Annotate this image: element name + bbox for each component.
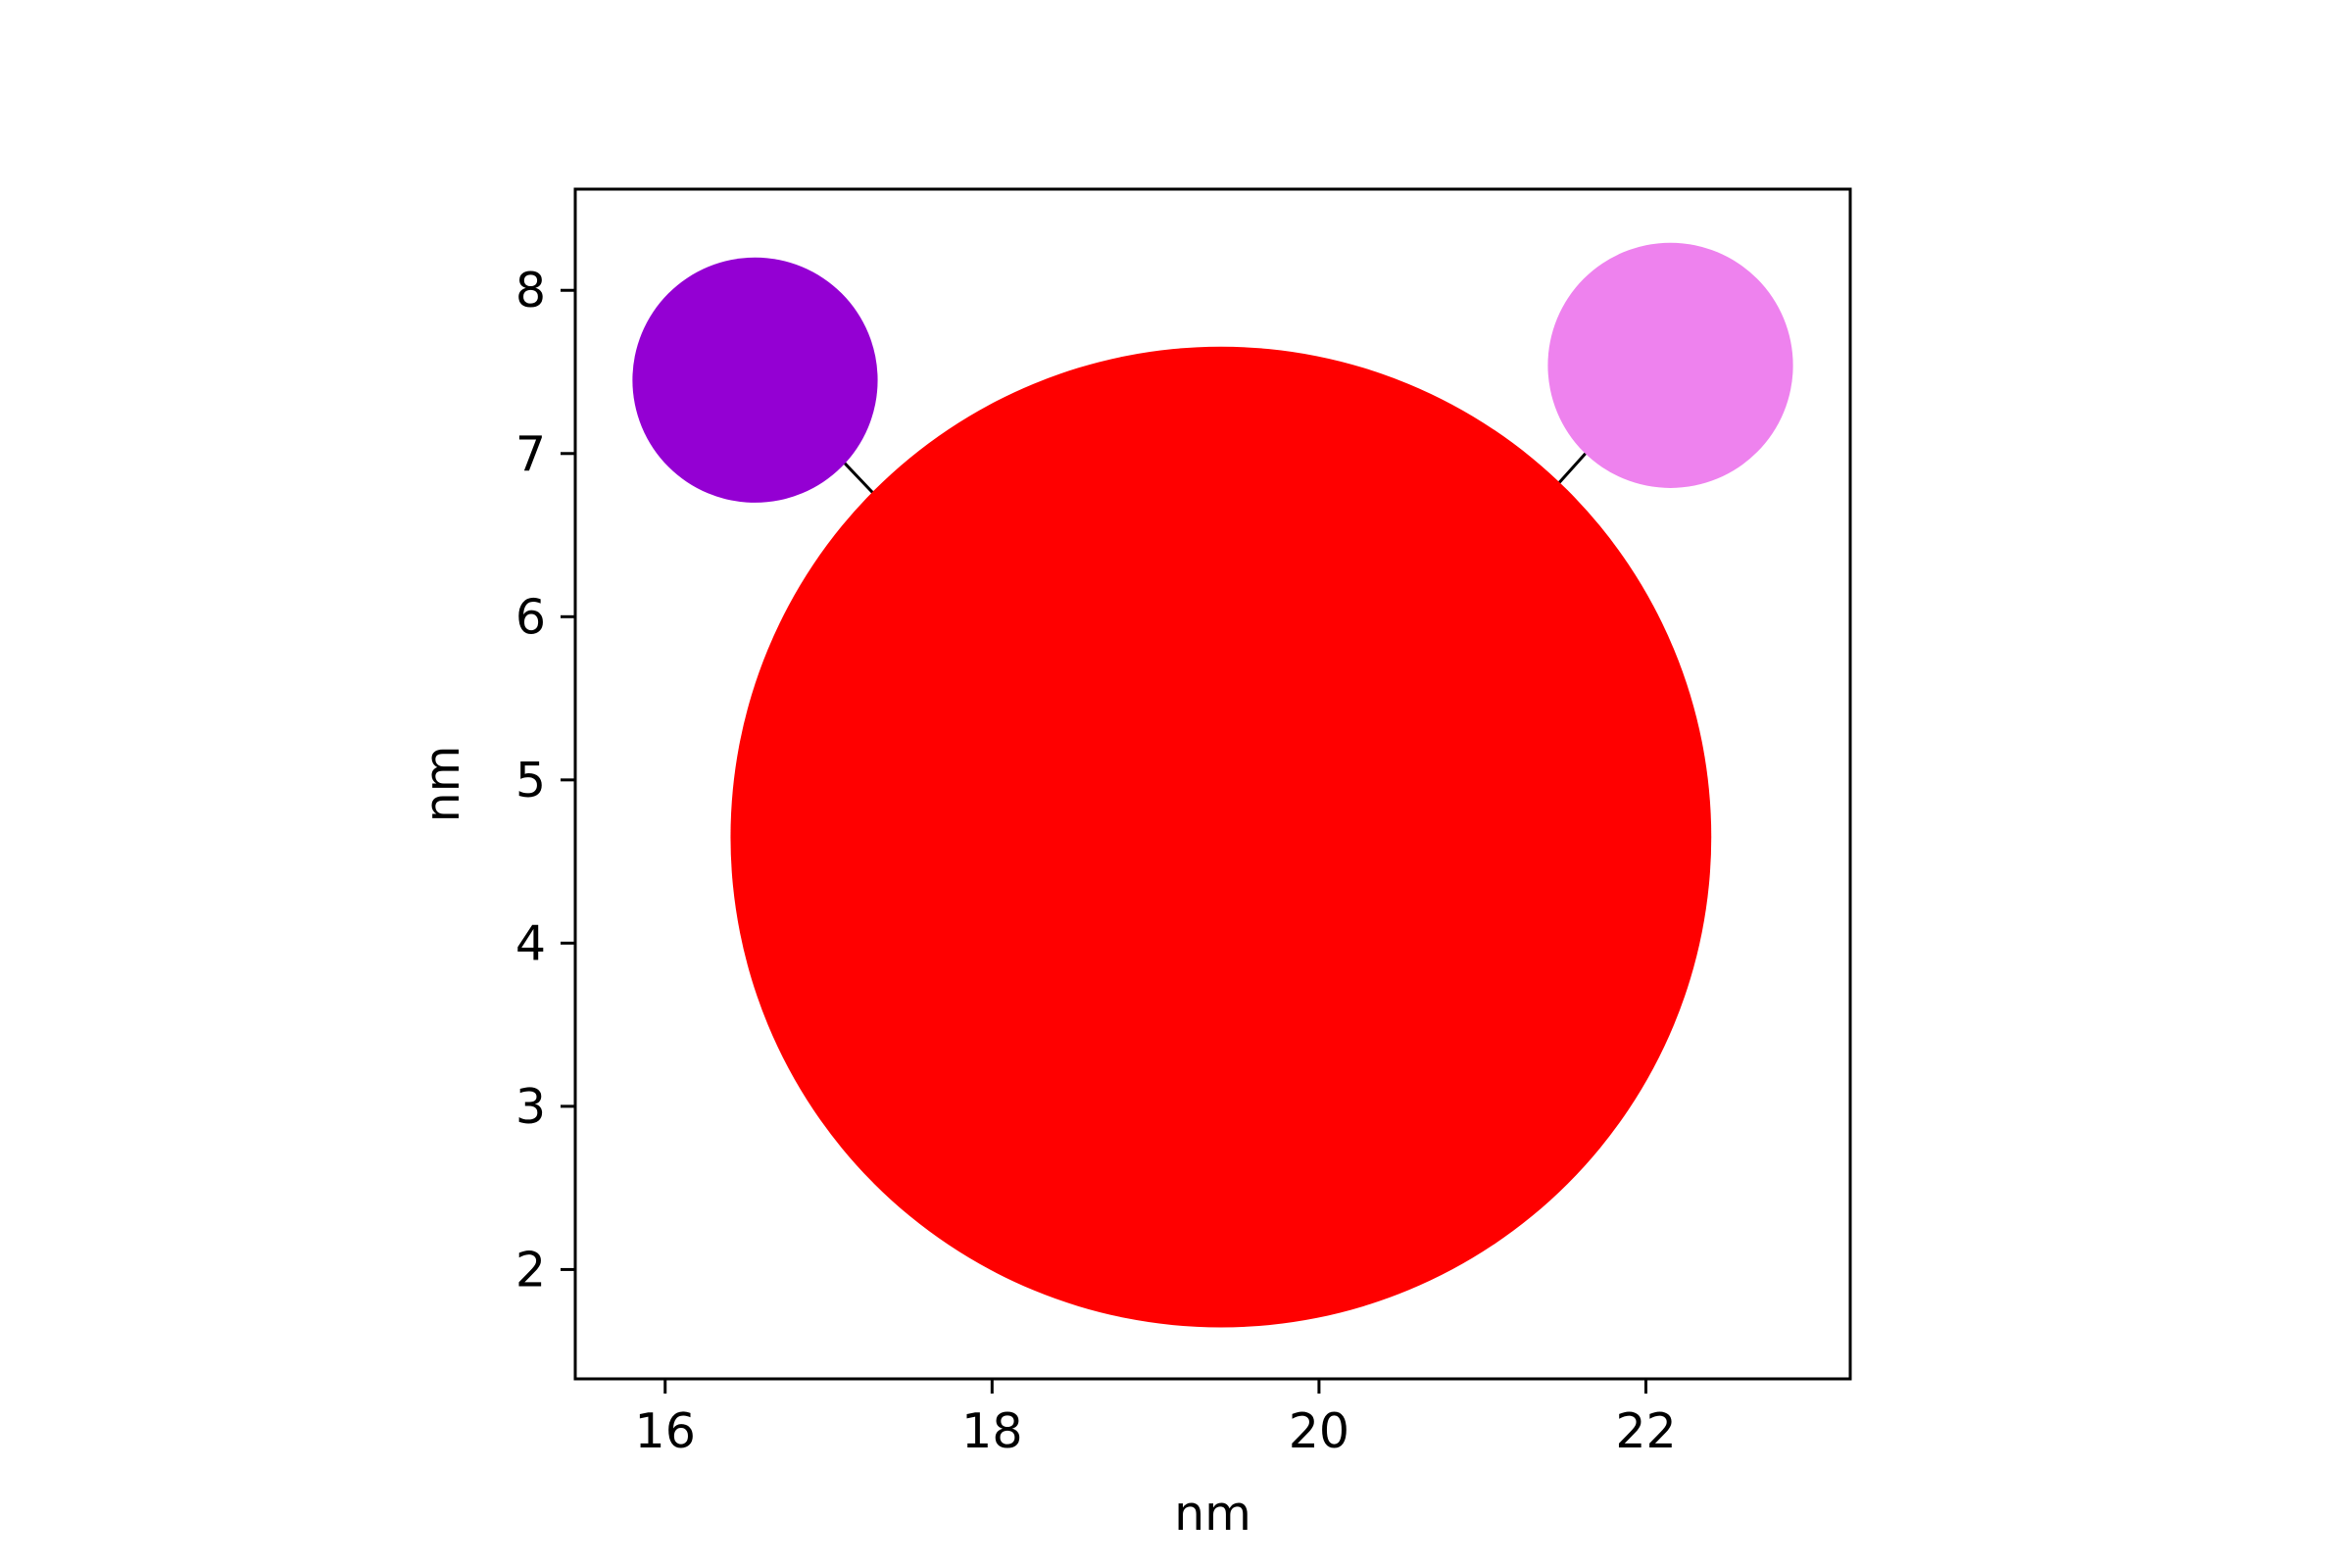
y-tick-label: 2 (515, 1242, 546, 1298)
x-axis-title: nm (1174, 1486, 1251, 1542)
x-tick-label: 22 (1615, 1403, 1676, 1459)
y-tick-label: 6 (515, 589, 546, 645)
y-tick-label: 7 (515, 426, 546, 482)
x-tick-label: 18 (961, 1403, 1022, 1459)
violet-particle (1547, 242, 1793, 488)
x-tick-label: 16 (635, 1403, 696, 1459)
x-axis: 16 18 20 22 (635, 1379, 1677, 1459)
y-tick-label: 3 (515, 1079, 546, 1135)
purple-particle (632, 257, 878, 503)
y-axis: 2 3 4 5 6 7 8 (515, 263, 575, 1298)
axes-frame (573, 187, 1852, 1381)
y-tick-label: 5 (515, 753, 546, 808)
y-axis-title: nm (415, 746, 470, 823)
y-tick-label: 8 (515, 263, 546, 318)
link-violet-red (1554, 452, 1587, 488)
x-tick-label: 20 (1289, 1403, 1349, 1459)
plot-area (632, 242, 1793, 1328)
y-tick-label: 4 (515, 915, 546, 971)
link-purple-red (840, 459, 874, 494)
red-particle (730, 346, 1712, 1328)
